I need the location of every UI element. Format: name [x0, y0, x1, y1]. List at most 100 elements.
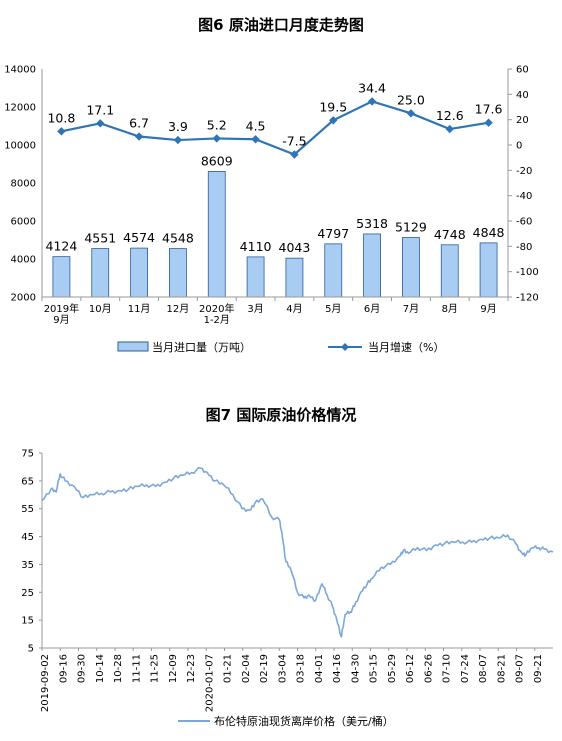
growth-point	[57, 127, 66, 136]
x-tick-label: 06-26	[423, 654, 434, 683]
bar	[479, 242, 498, 298]
y-right-tick-label: -120	[516, 293, 539, 304]
x-tick-label: 7月	[403, 303, 419, 315]
x-tick-label: 12-09	[168, 654, 179, 683]
bar	[52, 256, 71, 298]
y-right-tick-label: -100	[516, 267, 539, 278]
bar-data-label: 5318	[356, 216, 388, 231]
bar-data-label: 4551	[84, 231, 116, 246]
y-tick-label: 35	[21, 560, 34, 571]
y-tick-label: 45	[21, 532, 34, 543]
growth-data-label: 3.9	[168, 119, 188, 134]
x-tick-label: 9月	[53, 314, 69, 326]
growth-point	[367, 97, 377, 106]
y-left-tick-label: 12000	[4, 103, 36, 114]
x-tick-label: 05-29	[387, 654, 398, 683]
x-tick-label: 09-30	[77, 654, 88, 683]
bar	[285, 257, 304, 298]
x-tick-label: 05-15	[369, 654, 380, 683]
x-tick-label: 06-12	[405, 654, 416, 683]
x-tick-label: 2020年	[199, 302, 234, 315]
y-left-tick-label: 10000	[4, 141, 36, 152]
growth-data-label: -7.5	[282, 134, 306, 149]
x-tick-label: 09-21	[533, 654, 544, 683]
bar-data-label: 4548	[162, 231, 194, 246]
y-right-tick-label: -80	[516, 242, 532, 253]
growth-data-label: 10.8	[47, 110, 75, 125]
x-tick-label: 11-11	[131, 654, 142, 683]
x-tick-label: 04-16	[332, 654, 343, 683]
x-tick-label: 11-25	[150, 654, 161, 683]
x-tick-label: 03-04	[277, 654, 288, 683]
legend-swatch-bar	[117, 341, 149, 352]
growth-point	[484, 118, 493, 127]
y-left-tick-label: 8000	[11, 179, 36, 190]
y-left-tick-label: 2000	[11, 293, 36, 304]
y-tick-label: 65	[21, 476, 34, 487]
x-tick-label: 04-30	[350, 654, 361, 683]
growth-data-label: 6.7	[129, 116, 149, 131]
x-tick-label: 6月	[364, 303, 380, 315]
bar-data-label: 4748	[434, 227, 466, 242]
y-tick-label: 75	[21, 449, 34, 460]
bar	[246, 256, 265, 298]
x-tick-label: 10-28	[113, 654, 124, 683]
legend-label-line: 布伦特原油现货离岸价格（美元/桶）	[214, 714, 394, 728]
bar-data-label: 5129	[395, 220, 427, 235]
x-tick-label: 8月	[442, 303, 458, 315]
x-tick-label: 09-07	[515, 654, 526, 683]
bar	[91, 248, 110, 298]
y-tick-label: 15	[21, 616, 34, 627]
y-tick-label: 5	[28, 644, 34, 655]
y-tick-label: 25	[21, 588, 34, 599]
growth-data-label: 17.6	[475, 102, 503, 117]
x-tick-label: 9月	[480, 303, 496, 315]
chart-title: 图7 国际原油价格情况	[206, 406, 357, 424]
x-tick-label: 2019年	[44, 302, 79, 315]
growth-point	[445, 124, 454, 134]
y-right-tick-label: 0	[516, 141, 522, 152]
x-tick-label: 02-19	[259, 654, 270, 683]
growth-data-label: 25.0	[397, 92, 425, 107]
growth-data-label: 17.1	[86, 102, 114, 117]
growth-point	[329, 116, 338, 125]
x-tick-label: 07-10	[442, 654, 453, 683]
bar-data-label: 4124	[46, 239, 78, 254]
bar-data-label: 4574	[123, 230, 155, 245]
y-left-tick-label: 6000	[11, 217, 36, 228]
x-tick-label: 04-01	[314, 654, 325, 683]
x-tick-label: 3月	[247, 303, 263, 315]
y-right-tick-label: -40	[516, 191, 532, 202]
legend-marker-line	[341, 343, 349, 351]
growth-data-label: 34.4	[358, 80, 386, 95]
growth-point	[251, 135, 260, 144]
x-tick-label: 09-16	[58, 654, 69, 683]
bar	[169, 248, 187, 298]
bar	[440, 244, 459, 298]
growth-data-label: 4.5	[246, 118, 266, 133]
x-tick-label: 2020-01-07	[204, 654, 215, 712]
y-right-tick-label: -60	[516, 217, 532, 228]
x-tick-label: 08-07	[478, 654, 489, 683]
growth-data-label: 5.2	[207, 117, 227, 132]
bar	[324, 243, 343, 298]
x-tick-label: 5月	[325, 303, 341, 315]
growth-point	[290, 150, 299, 159]
growth-point	[173, 135, 183, 145]
bar-data-label: 4110	[240, 239, 272, 254]
bar-data-label: 8609	[201, 153, 233, 168]
bar	[363, 233, 381, 298]
growth-data-label: 12.6	[436, 108, 464, 123]
y-right-tick-label: -20	[516, 166, 532, 177]
chart-title: 图6 原油进口月度走势图	[198, 16, 364, 34]
oil-price-chart: 图7 国际原油价格情况 5 15 25 35 45 55 65 75 2019-09-02 09-…	[21, 406, 554, 728]
growth-point	[212, 134, 221, 143]
growth-data-label: 19.5	[319, 99, 347, 114]
growth-point	[96, 119, 105, 128]
bar-data-label: 4848	[473, 225, 505, 240]
x-tick-label: 02-04	[241, 654, 252, 683]
y-tick-label: 55	[21, 504, 34, 515]
price-series-line	[41, 466, 554, 638]
growth-point	[406, 109, 416, 118]
